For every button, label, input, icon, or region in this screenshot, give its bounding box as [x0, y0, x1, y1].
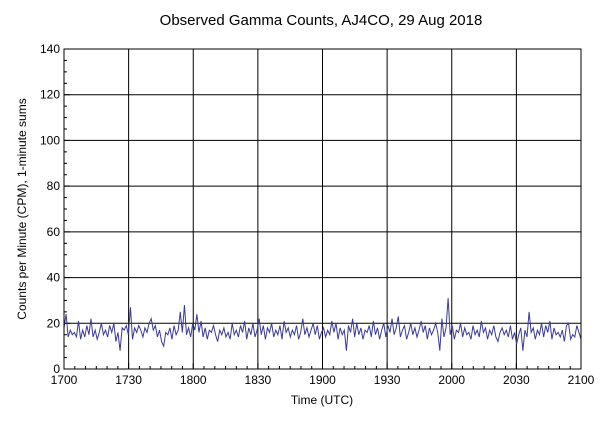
x-axis-label: Time (UTC) — [291, 393, 353, 407]
x-tick-label: 2030 — [503, 373, 530, 387]
y-tick-label: 120 — [40, 88, 60, 102]
y-tick-label: 140 — [40, 42, 60, 56]
x-tick-label: 1800 — [180, 373, 207, 387]
chart-title: Observed Gamma Counts, AJ4CO, 29 Aug 201… — [160, 12, 483, 29]
y-tick-label: 40 — [47, 271, 61, 285]
x-tick-labels: 1700 1730 1800 1830 1900 1930 2000 2030 2100 — [51, 373, 595, 387]
x-tick-label: 1730 — [115, 373, 142, 387]
x-tick-label: 1700 — [51, 373, 78, 387]
y-tick-label: 0 — [53, 362, 60, 376]
grid-lines — [64, 49, 581, 369]
x-tick-label: 1830 — [245, 373, 272, 387]
y-axis-label: Counts per Minute (CPM), 1-minute sums — [15, 98, 29, 319]
y-tick-labels: 0 20 40 60 80 100 120 140 — [40, 42, 60, 376]
series-line — [63, 298, 582, 351]
y-tick-label: 100 — [40, 133, 60, 147]
x-tick-label: 1900 — [309, 373, 336, 387]
y-tick-label: 60 — [47, 225, 61, 239]
y-tick-label: 80 — [47, 179, 61, 193]
y-tick-label: 20 — [47, 316, 61, 330]
plot-frame — [63, 48, 582, 370]
x-tick-label: 2100 — [568, 373, 595, 387]
x-tick-label: 2000 — [438, 373, 465, 387]
x-tick-label: 1930 — [374, 373, 401, 387]
